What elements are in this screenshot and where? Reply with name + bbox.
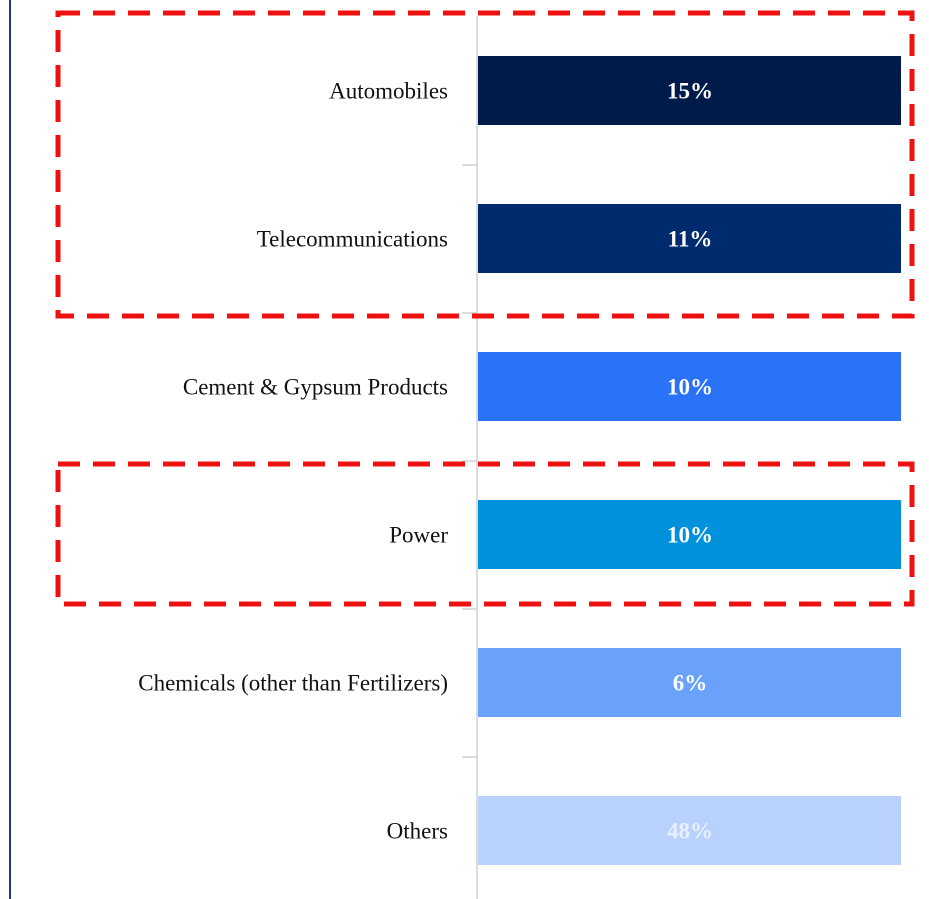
category-label: Telecommunications [257,226,448,251]
bar [478,648,901,717]
bar [478,500,901,569]
category-label: Automobiles [329,78,448,103]
bar [478,56,901,125]
bar-value: 15% [667,78,713,103]
bar [478,352,901,421]
bar-value: 48% [667,818,713,843]
highlight-box [55,10,915,319]
bar-value: 6% [673,670,708,695]
rows: 15% Automobiles 11% Telecommunications 10% Ce… [138,56,901,865]
bar-value: 10% [667,522,713,547]
category-label: Chemicals (other than Fertilizers) [138,670,448,695]
bar-value: 11% [668,226,713,251]
bar [478,204,901,273]
category-label: Cement & Gypsum Products [183,374,448,399]
category-label: Power [389,522,448,547]
bar-value: 10% [667,374,713,399]
highlight-box [55,461,915,607]
bar [478,796,901,865]
category-label: Others [387,818,448,843]
